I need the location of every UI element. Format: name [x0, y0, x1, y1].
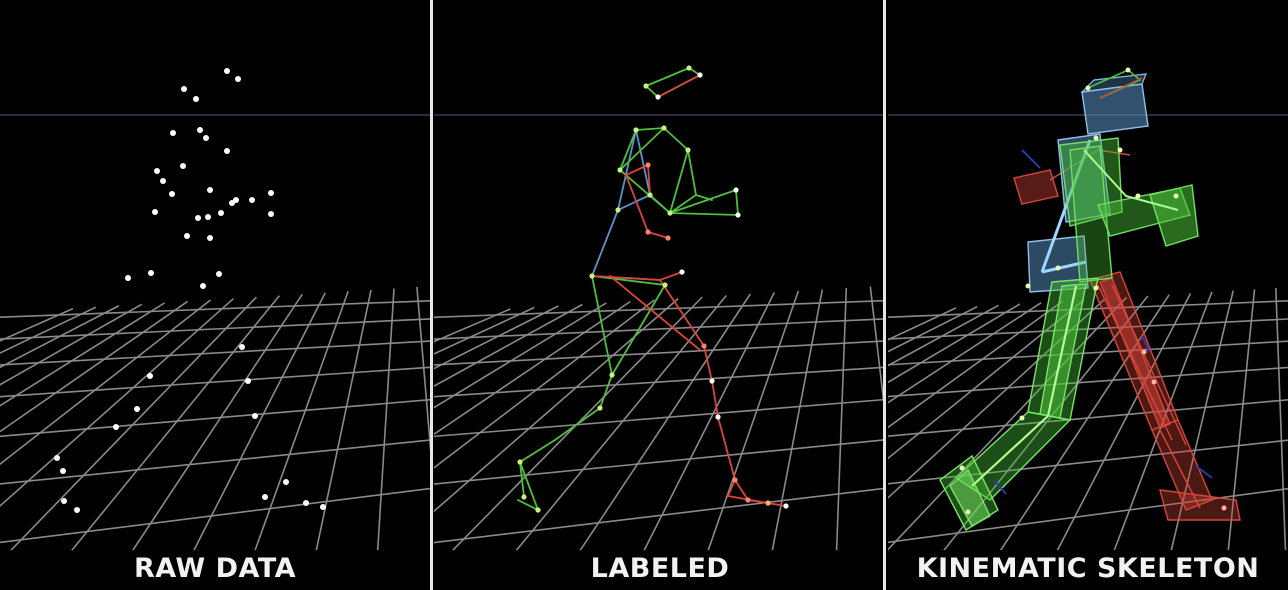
panel-divider-2: [883, 0, 886, 590]
floor-grid-raw: [0, 287, 430, 550]
kinematic-right-leg: [1089, 271, 1241, 521]
labeled-markers: [517, 65, 789, 513]
raw-data-label: RAW DATA: [133, 553, 297, 584]
kinematic-skeleton-label: KINEMATIC SKELETON: [916, 553, 1260, 584]
kinematic-left-leg: [939, 277, 1099, 531]
labeled-torso-left: [517, 127, 739, 512]
labeled-label: LABELED: [590, 553, 730, 584]
labeled-stick-figure: [517, 65, 789, 513]
panel-divider-1: [430, 0, 433, 590]
kinematic-spine: [1027, 133, 1111, 293]
floor-grid-kinematic: [888, 287, 1288, 550]
kinematic-joint-axes: [993, 149, 1213, 495]
labeled-right-side: [591, 164, 787, 507]
raw-marker-cloud: [54, 68, 326, 513]
floor-grid-labeled: [434, 286, 884, 550]
kinematic-torso-left: [1059, 137, 1199, 283]
kinematic-markers: [959, 67, 1227, 515]
kinematic-head: [1080, 69, 1149, 135]
kinematic-skeleton: [939, 67, 1241, 531]
labeled-spine: [591, 129, 671, 281]
labeled-head: [644, 66, 702, 99]
